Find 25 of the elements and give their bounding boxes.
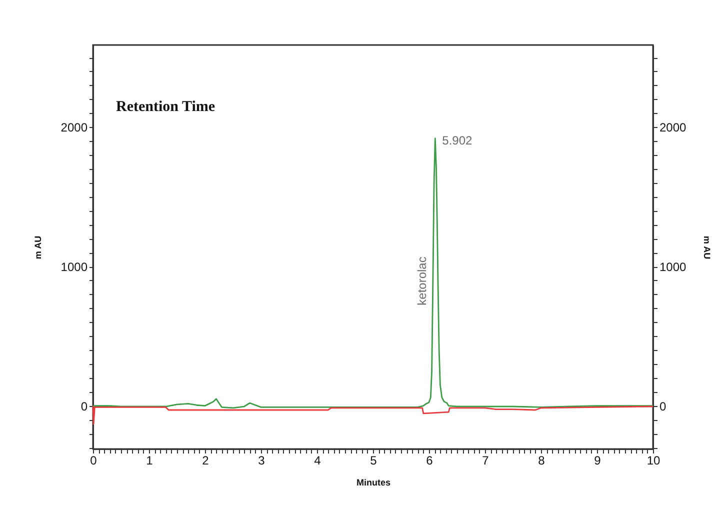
x-tick-label: 0 <box>90 454 98 468</box>
y-tick-label: 0 <box>80 399 88 414</box>
y2-tick-label: 1000 <box>660 260 687 274</box>
x-tick-label: 2 <box>202 454 210 468</box>
x-tick-label: 9 <box>594 454 602 468</box>
text: Retention Time <box>116 99 216 115</box>
x-tick-label: 5 <box>370 454 378 468</box>
y-tick-label: 2000 <box>60 120 88 135</box>
y-axis-title: m AU <box>32 236 43 260</box>
y2-axis-title: m AU <box>702 236 712 260</box>
x-tick-label: 1 <box>146 454 154 468</box>
annotation: ketorolac <box>415 256 429 306</box>
line-series <box>92 138 654 409</box>
x-tick-label: 7 <box>482 454 490 468</box>
y2-tick-label: 2000 <box>660 120 687 135</box>
x-tick-label: 3 <box>258 454 266 468</box>
y-tick-label: 1000 <box>60 260 88 274</box>
y2-tick-label: 0 <box>660 399 666 414</box>
x-tick-label: 8 <box>538 454 546 468</box>
line-series <box>92 405 654 425</box>
x-tick-label: 6 <box>426 454 434 468</box>
x-tick-label: 4 <box>314 454 322 468</box>
x-axis-title: Minutes <box>356 478 391 488</box>
annotation: 5.902 <box>442 133 473 148</box>
x-tick-label: 10 <box>646 454 660 468</box>
